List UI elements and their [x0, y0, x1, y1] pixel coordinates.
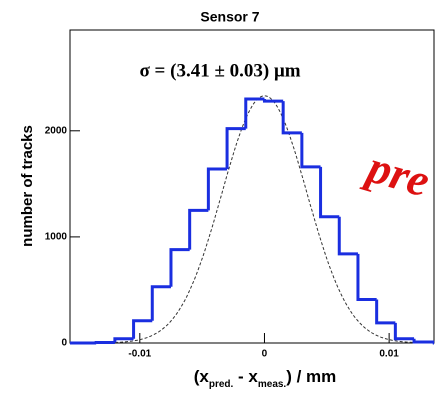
y-axis-label: number of tracks — [19, 125, 36, 247]
histogram-bar — [244, 97, 265, 129]
histogram-bar — [319, 166, 340, 219]
histogram-bar — [206, 167, 228, 211]
x-axis-label-part: (x — [194, 367, 210, 386]
histogram-bar — [225, 127, 246, 169]
x-axis-label-part: pred. — [209, 379, 234, 390]
x-tick-label: 0.01 — [379, 349, 399, 360]
y-tick-label: 0 — [61, 338, 67, 349]
y-tick-label: 1000 — [45, 232, 68, 243]
histogram-bar — [375, 299, 396, 325]
histogram-bar — [356, 253, 377, 301]
histogram-bar — [132, 319, 153, 339]
x-axis-label-part: ) / mm — [286, 367, 336, 386]
fit-curve — [70, 95, 434, 344]
x-axis-label: (xpred. - xmeas.) / mm — [194, 367, 337, 389]
y-tick-label: 2000 — [45, 125, 68, 136]
histogram-bar — [94, 340, 115, 344]
histogram-bar — [393, 322, 415, 341]
histogram-bar — [150, 285, 171, 321]
plot-frame — [69, 29, 435, 344]
histogram-bar — [337, 216, 358, 256]
chart-title: Sensor 7 — [200, 9, 259, 25]
annotation: σ = (3.41 ± 0.03) μm — [139, 60, 300, 81]
x-tick-label: 0 — [262, 349, 268, 360]
histogram-bar — [412, 338, 435, 344]
histogram-bar — [188, 208, 209, 250]
histogram-bar — [300, 132, 321, 169]
x-tick-label: -0.01 — [128, 349, 151, 360]
histogram-bar — [113, 337, 134, 343]
histogram-bar — [281, 101, 302, 135]
histogram-bar — [262, 98, 284, 103]
x-axis-label-part: meas. — [258, 379, 287, 390]
overlay-text: pre — [358, 140, 435, 207]
histogram-bar — [169, 248, 190, 287]
x-axis-label-part: - x — [233, 367, 258, 386]
